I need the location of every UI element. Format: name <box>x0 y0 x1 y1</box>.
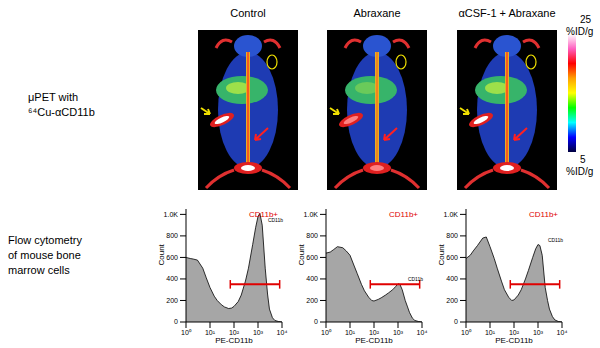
svg-text:CD11b: CD11b <box>267 216 284 223</box>
svg-text:0: 0 <box>174 318 178 325</box>
svg-text:600: 600 <box>446 254 458 261</box>
svg-text:10⁰: 10⁰ <box>181 329 192 336</box>
svg-text:10²: 10² <box>229 329 240 336</box>
svg-text:10³: 10³ <box>533 329 544 336</box>
svg-text:PE-CD11b: PE-CD11b <box>495 336 533 345</box>
html-text:5: 5 <box>580 154 586 165</box>
svg-text:10⁴: 10⁴ <box>277 329 288 336</box>
html-text:Flow cytometry: Flow cytometry <box>8 234 82 246</box>
html-text:25: 25 <box>580 14 592 25</box>
svg-text:Count: Count <box>297 243 306 265</box>
svg-text:400: 400 <box>306 275 318 282</box>
svg-text:10⁰: 10⁰ <box>321 329 332 336</box>
svg-text:10¹: 10¹ <box>485 329 496 336</box>
html-text:αCSF-1 + Abraxane: αCSF-1 + Abraxane <box>458 7 556 19</box>
svg-text:400: 400 <box>166 275 178 282</box>
svg-text:800: 800 <box>446 232 458 239</box>
svg-text:10²: 10² <box>369 329 380 336</box>
html-text:CD11b+: CD11b+ <box>529 210 558 219</box>
svg-text:10²: 10² <box>509 329 520 336</box>
svg-text:10⁴: 10⁴ <box>417 329 428 336</box>
svg-text:10⁰: 10⁰ <box>461 329 472 336</box>
svg-text:400: 400 <box>446 275 458 282</box>
html-text:of mouse bone: of mouse bone <box>8 249 81 261</box>
html-text:marrow cells: marrow cells <box>8 264 70 276</box>
svg-text:1.0K: 1.0K <box>304 211 319 218</box>
svg-text:1.0K: 1.0K <box>444 211 459 218</box>
svg-text:10⁴: 10⁴ <box>557 329 568 336</box>
html-text:μPET with: μPET with <box>28 91 79 103</box>
html-text:%ID/g: %ID/g <box>566 166 594 177</box>
svg-text:1.0K: 1.0K <box>164 211 179 218</box>
svg-text:600: 600 <box>166 254 178 261</box>
svg-text:200: 200 <box>166 297 178 304</box>
svg-text:CD11b: CD11b <box>408 276 423 282</box>
svg-text:600: 600 <box>306 254 318 261</box>
html-text:⁶⁴Cu-αCD11b: ⁶⁴Cu-αCD11b <box>28 106 95 118</box>
svg-text:10¹: 10¹ <box>345 329 356 336</box>
svg-text:Count: Count <box>157 243 166 265</box>
svg-text:PE-CD11b: PE-CD11b <box>355 336 393 345</box>
html-text:%ID/g: %ID/g <box>566 26 594 37</box>
html-text:CD11b+: CD11b+ <box>389 210 418 219</box>
svg-text:0: 0 <box>454 318 458 325</box>
svg-text:800: 800 <box>166 232 178 239</box>
svg-text:Count: Count <box>437 243 446 265</box>
html-text:Control: Control <box>230 7 266 19</box>
svg-text:0: 0 <box>314 318 318 325</box>
svg-text:10³: 10³ <box>253 329 264 336</box>
svg-text:200: 200 <box>446 297 458 304</box>
svg-text:200: 200 <box>306 297 318 304</box>
html-text:Abraxane: Abraxane <box>353 7 401 19</box>
svg-text:800: 800 <box>306 232 318 239</box>
svg-text:CD11b: CD11b <box>548 237 563 243</box>
html-text:CD11b+: CD11b+ <box>249 210 278 219</box>
svg-text:10¹: 10¹ <box>205 329 216 336</box>
svg-text:PE-CD11b: PE-CD11b <box>215 336 253 345</box>
svg-text:10³: 10³ <box>393 329 404 336</box>
